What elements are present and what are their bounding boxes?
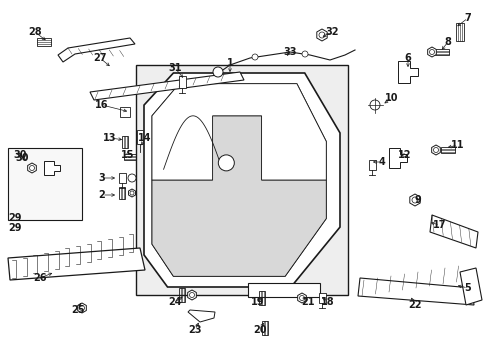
Text: 10: 10 bbox=[385, 93, 398, 103]
Polygon shape bbox=[187, 310, 215, 322]
Bar bbox=[124, 154, 136, 160]
Polygon shape bbox=[8, 248, 145, 280]
Bar bbox=[37, 38, 51, 46]
Bar bbox=[122, 136, 128, 148]
Text: 26: 26 bbox=[33, 273, 47, 283]
Text: 24: 24 bbox=[168, 297, 182, 307]
Circle shape bbox=[29, 166, 35, 171]
Bar bbox=[434, 49, 448, 55]
Circle shape bbox=[128, 174, 136, 182]
Bar bbox=[259, 291, 264, 305]
Text: 21: 21 bbox=[301, 297, 314, 307]
Bar bbox=[318, 293, 325, 303]
Bar bbox=[179, 288, 184, 302]
Text: 3: 3 bbox=[99, 173, 105, 183]
Bar bbox=[118, 173, 125, 183]
Circle shape bbox=[411, 197, 417, 203]
Text: 4: 4 bbox=[378, 157, 385, 167]
Bar bbox=[440, 147, 454, 153]
Bar bbox=[8, 148, 82, 220]
Text: 12: 12 bbox=[397, 150, 411, 160]
Text: 16: 16 bbox=[95, 100, 108, 110]
Bar bbox=[247, 283, 319, 297]
Text: 5: 5 bbox=[464, 283, 470, 293]
Polygon shape bbox=[427, 47, 435, 57]
Text: 29: 29 bbox=[8, 213, 21, 223]
Circle shape bbox=[130, 191, 134, 195]
Bar bbox=[136, 65, 347, 295]
Text: 28: 28 bbox=[28, 27, 42, 37]
Polygon shape bbox=[429, 215, 477, 248]
Polygon shape bbox=[143, 73, 339, 287]
Text: 11: 11 bbox=[450, 140, 464, 150]
Circle shape bbox=[302, 51, 307, 57]
Text: 2: 2 bbox=[99, 190, 105, 200]
Polygon shape bbox=[128, 189, 135, 197]
Bar bbox=[120, 107, 130, 117]
Text: 18: 18 bbox=[321, 297, 334, 307]
Polygon shape bbox=[357, 278, 473, 305]
Polygon shape bbox=[409, 194, 419, 206]
Text: 9: 9 bbox=[414, 195, 421, 205]
Polygon shape bbox=[44, 161, 60, 175]
Circle shape bbox=[218, 155, 234, 171]
Circle shape bbox=[299, 296, 304, 301]
Bar bbox=[262, 321, 267, 335]
Text: 7: 7 bbox=[464, 13, 470, 23]
Bar bbox=[137, 130, 142, 144]
Bar bbox=[368, 160, 375, 170]
Text: 22: 22 bbox=[407, 300, 421, 310]
Text: 20: 20 bbox=[253, 325, 266, 335]
Polygon shape bbox=[431, 145, 439, 155]
Circle shape bbox=[189, 292, 194, 297]
Text: 13: 13 bbox=[103, 133, 117, 143]
Circle shape bbox=[428, 49, 434, 54]
Polygon shape bbox=[28, 163, 36, 173]
Bar bbox=[178, 76, 185, 88]
Text: 17: 17 bbox=[432, 220, 446, 230]
Circle shape bbox=[369, 100, 379, 110]
Polygon shape bbox=[397, 61, 417, 83]
Polygon shape bbox=[152, 84, 325, 276]
Text: 30: 30 bbox=[15, 153, 29, 163]
Polygon shape bbox=[152, 116, 325, 276]
Text: 32: 32 bbox=[325, 27, 338, 37]
Text: 19: 19 bbox=[251, 297, 264, 307]
Text: 23: 23 bbox=[188, 325, 202, 335]
Text: 8: 8 bbox=[444, 37, 450, 47]
Polygon shape bbox=[388, 148, 406, 168]
Polygon shape bbox=[152, 84, 325, 180]
Polygon shape bbox=[459, 268, 481, 305]
Text: 6: 6 bbox=[404, 53, 410, 63]
Text: 30: 30 bbox=[13, 150, 27, 160]
Circle shape bbox=[80, 306, 84, 310]
Bar bbox=[455, 23, 463, 41]
Bar bbox=[119, 187, 125, 199]
Circle shape bbox=[251, 54, 258, 60]
Polygon shape bbox=[78, 303, 86, 313]
Text: 14: 14 bbox=[138, 133, 151, 143]
Text: 29: 29 bbox=[8, 223, 21, 233]
Circle shape bbox=[318, 32, 325, 38]
Text: 27: 27 bbox=[93, 53, 106, 63]
Circle shape bbox=[213, 67, 223, 77]
Polygon shape bbox=[316, 29, 326, 41]
Text: 1: 1 bbox=[226, 58, 233, 68]
Polygon shape bbox=[297, 293, 305, 303]
Polygon shape bbox=[90, 72, 244, 100]
Polygon shape bbox=[58, 38, 135, 62]
Text: 15: 15 bbox=[121, 150, 135, 160]
Circle shape bbox=[433, 148, 438, 153]
Text: 33: 33 bbox=[283, 47, 296, 57]
Polygon shape bbox=[187, 290, 196, 300]
Text: 25: 25 bbox=[71, 305, 84, 315]
Text: 31: 31 bbox=[168, 63, 182, 73]
